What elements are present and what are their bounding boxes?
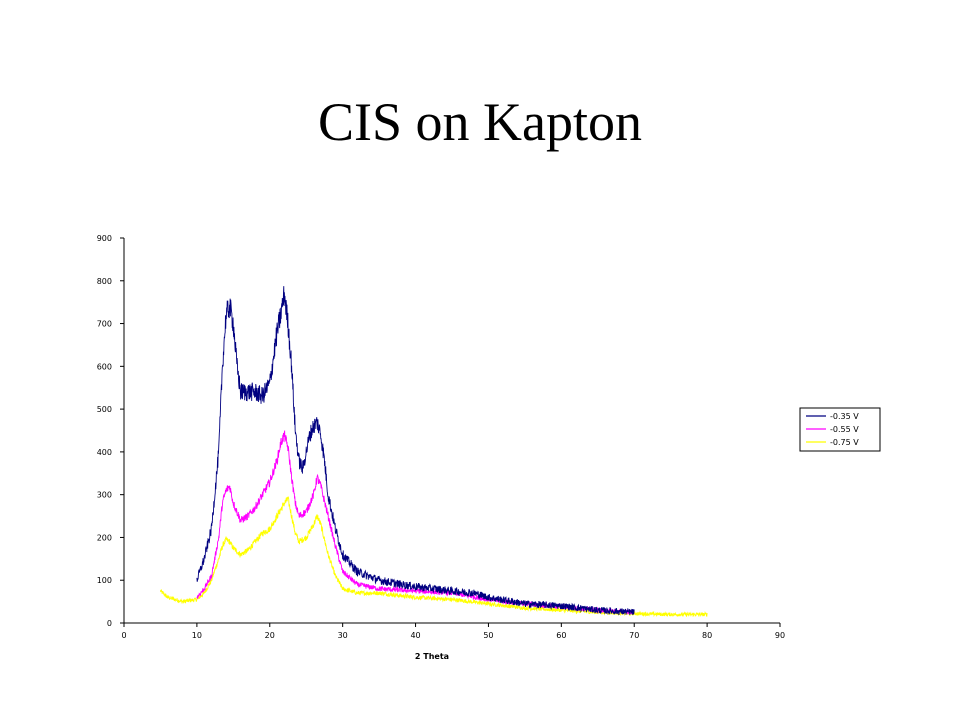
y-tick-label: 0 [107,619,112,628]
legend-label: -0.35 V [830,412,859,421]
x-tick-label: 70 [629,631,639,640]
y-tick-label: 100 [97,576,112,585]
x-axis-label: 2 Theta [415,652,449,661]
legend: -0.35 V -0.55 V -0.75 V [799,407,881,452]
legend-label: -0.55 V [830,425,859,434]
x-tick-label: 30 [338,631,348,640]
series-line-0 [196,286,635,616]
y-tick-label: 900 [97,234,112,243]
y-tick-label: 400 [97,448,112,457]
y-tick-label: 600 [97,362,112,371]
y-tick-label: 500 [97,405,112,414]
series-line-2 [159,496,708,618]
x-tick-label: 60 [556,631,566,640]
x-tick-label: 20 [265,631,275,640]
y-tick-label: 800 [97,277,112,286]
slide-title: CIS on Kapton [318,92,642,152]
x-tick-label: 10 [192,631,202,640]
y-tick-label: 200 [97,533,112,542]
y-axis-ticks: 0 100 200 300 400 500 600 700 800 900 [97,234,124,628]
x-tick-label: 40 [410,631,420,640]
y-tick-label: 300 [97,491,112,500]
series-line-1 [196,430,635,615]
x-tick-label: 50 [483,631,493,640]
legend-label: -0.75 V [830,438,859,447]
y-tick-label: 700 [97,320,112,329]
x-axis-ticks: 0 10 20 30 40 50 60 70 80 90 [121,623,785,640]
series-layer [159,286,708,618]
x-tick-label: 90 [775,631,785,640]
x-tick-label: 80 [702,631,712,640]
x-tick-label: 0 [121,631,126,640]
